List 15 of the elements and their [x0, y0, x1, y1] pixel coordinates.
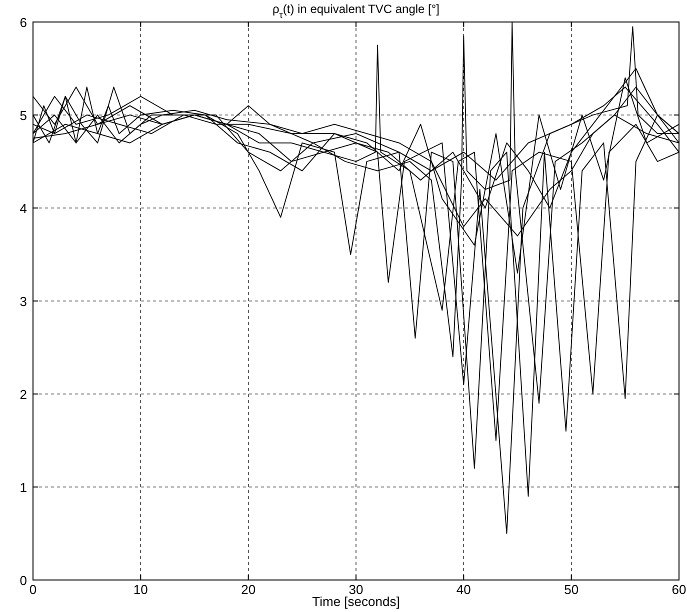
x-tick-label: 30 [348, 582, 364, 597]
x-tick-label: 0 [29, 582, 37, 597]
y-tick-label: 1 [20, 480, 27, 495]
x-axis-title: Time [seconds] [312, 594, 400, 609]
x-tick-label: 20 [241, 582, 256, 597]
y-tick-label: 2 [20, 387, 27, 402]
chart-title: ρ$_{τ}$(t) in equivalent TVC angle [°] [272, 2, 440, 20]
x-tick-label: 60 [672, 582, 686, 597]
y-tick-label: 3 [20, 294, 27, 309]
x-tick-label: 10 [133, 582, 148, 597]
y-tick-label: 4 [20, 201, 27, 216]
x-tick-label: 40 [456, 582, 471, 597]
y-tick-label: 6 [20, 15, 27, 30]
y-tick-label: 5 [20, 108, 27, 123]
x-tick-label: 50 [564, 582, 579, 597]
